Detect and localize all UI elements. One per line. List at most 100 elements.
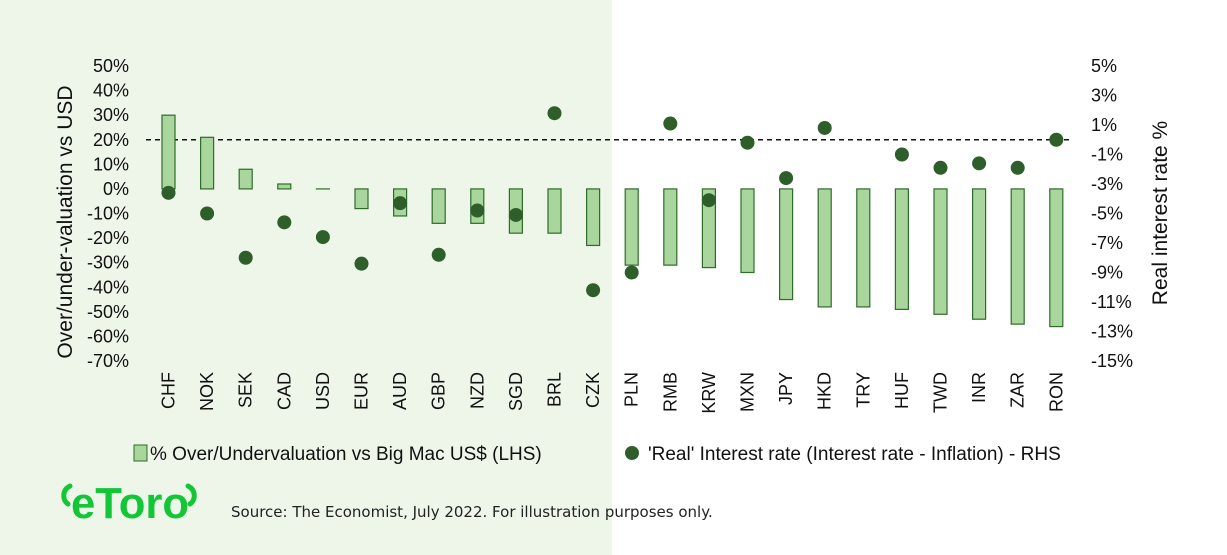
category-label-rmb: RMB <box>660 372 680 412</box>
source-note: Source: The Economist, July 2022. For il… <box>231 503 713 521</box>
left-tick-label: 0% <box>103 179 129 199</box>
category-label-inr: INR <box>969 372 989 403</box>
point-aud <box>393 196 408 211</box>
bar-eur <box>354 188 369 210</box>
category-label-nzd: NZD <box>467 372 487 409</box>
legend-bar-swatch <box>133 444 148 462</box>
logo-left-swoosh-icon <box>61 483 73 507</box>
bar-czk <box>585 188 601 247</box>
category-label-nok: NOK <box>197 372 217 411</box>
point-pln <box>624 265 639 280</box>
category-label-huf: HUF <box>892 372 912 409</box>
category-label-chf: CHF <box>159 372 179 409</box>
category-label-cad: CAD <box>274 372 294 410</box>
bar-hkd <box>817 188 832 308</box>
legend: % Over/Undervaluation vs Big Mac US$ (LH… <box>133 444 1061 465</box>
right-tick-label: -9% <box>1091 263 1123 283</box>
category-label-zar: ZAR <box>1008 372 1028 408</box>
category-label-jpy: JPY <box>776 372 796 405</box>
point-nzd <box>470 203 485 218</box>
bar-chf <box>161 114 176 190</box>
bar-brl <box>547 188 562 234</box>
category-label-brl: BRL <box>545 372 565 407</box>
etoro-logo: eToro <box>61 479 197 528</box>
left-tick-label: 50% <box>93 56 129 76</box>
point-twd <box>933 160 948 175</box>
bar-ron <box>1049 188 1064 328</box>
bar-rmb <box>663 188 678 266</box>
left-tick-label: -10% <box>87 204 129 224</box>
bar-huf <box>894 188 910 310</box>
bar-pln <box>624 188 639 266</box>
point-sgd <box>508 207 523 222</box>
bar-nok <box>200 136 215 190</box>
left-axis-title: Over/under-valuation vs USD <box>54 85 77 358</box>
category-label-mxn: MXN <box>738 372 758 412</box>
left-tick-label: -60% <box>87 326 129 346</box>
point-rmb <box>663 116 678 131</box>
right-axis-title: Real interest rate % <box>1149 121 1172 305</box>
bar-twd <box>933 188 948 315</box>
point-eur <box>354 256 369 271</box>
bar-cad <box>277 183 292 190</box>
point-gbp <box>431 247 446 262</box>
category-label-eur: EUR <box>352 372 372 410</box>
left-tick-label: -30% <box>87 253 129 273</box>
category-label-krw: KRW <box>699 372 719 414</box>
right-tick-label: -13% <box>1091 322 1133 342</box>
point-sek <box>238 250 253 265</box>
bar-try <box>856 188 871 308</box>
logo-text: eToro <box>71 479 189 528</box>
legend-bar-label: % Over/Undervaluation vs Big Mac US$ (LH… <box>150 444 542 465</box>
category-label-gbp: GBP <box>429 372 449 410</box>
left-tick-label: -70% <box>87 351 129 371</box>
category-label-czk: CZK <box>583 372 603 408</box>
category-label-hkd: HKD <box>815 372 835 410</box>
scatter-series <box>161 106 1064 298</box>
category-label-twd: TWD <box>931 372 951 413</box>
left-tick-label: 10% <box>93 154 129 174</box>
left-tick-label: -20% <box>87 228 129 248</box>
category-label-ron: RON <box>1046 372 1066 412</box>
bar-krw <box>701 188 717 269</box>
bar-inr <box>971 188 987 320</box>
bar-zar <box>1010 188 1025 325</box>
point-huf <box>894 147 909 162</box>
left-tick-label: -50% <box>87 302 129 322</box>
right-tick-label: -3% <box>1091 174 1123 194</box>
point-krw <box>701 193 716 208</box>
right-tick-label: -7% <box>1091 233 1123 253</box>
point-brl <box>547 106 562 121</box>
point-czk <box>586 283 601 298</box>
point-hkd <box>817 120 832 135</box>
right-tick-label: -15% <box>1091 351 1133 371</box>
left-panel-background <box>0 0 612 555</box>
point-inr <box>972 156 987 171</box>
category-label-sgd: SGD <box>506 372 526 411</box>
point-usd <box>315 230 330 245</box>
category-ticks: CHF NOK SEK CAD USD EUR AUD GBP NZD SGD BRL CZK PLN R… <box>159 372 1067 414</box>
left-tick-label: -40% <box>87 277 129 297</box>
right-tick-label: -1% <box>1091 145 1123 165</box>
category-label-try: TRY <box>853 372 873 408</box>
bar-gbp <box>431 188 446 224</box>
right-axis-ticks: 5% 3% 1% -1% -3% -5% -7% -9% -11% -13% -15% <box>1091 56 1133 371</box>
category-label-aud: AUD <box>390 372 410 410</box>
point-cad <box>277 215 292 230</box>
category-label-usd: USD <box>313 372 333 410</box>
point-ron <box>1049 132 1064 147</box>
bar-series <box>161 114 1064 328</box>
legend-marker-label: 'Real' Interest rate (Interest rate - In… <box>648 444 1061 465</box>
right-tick-label: -5% <box>1091 204 1123 224</box>
left-tick-label: 20% <box>93 130 129 150</box>
point-zar <box>1010 160 1025 175</box>
point-nok <box>200 206 215 221</box>
left-tick-label: 40% <box>93 81 129 101</box>
right-tick-label: 3% <box>1091 86 1117 106</box>
left-axis-ticks: 50% 40% 30% 20% 10% 0% -10% -20% -30% -40% -50% -60… <box>87 56 129 371</box>
right-tick-label: -11% <box>1091 292 1132 312</box>
right-tick-label: 1% <box>1091 115 1117 135</box>
point-mxn <box>740 135 755 150</box>
bar-mxn <box>740 188 755 274</box>
